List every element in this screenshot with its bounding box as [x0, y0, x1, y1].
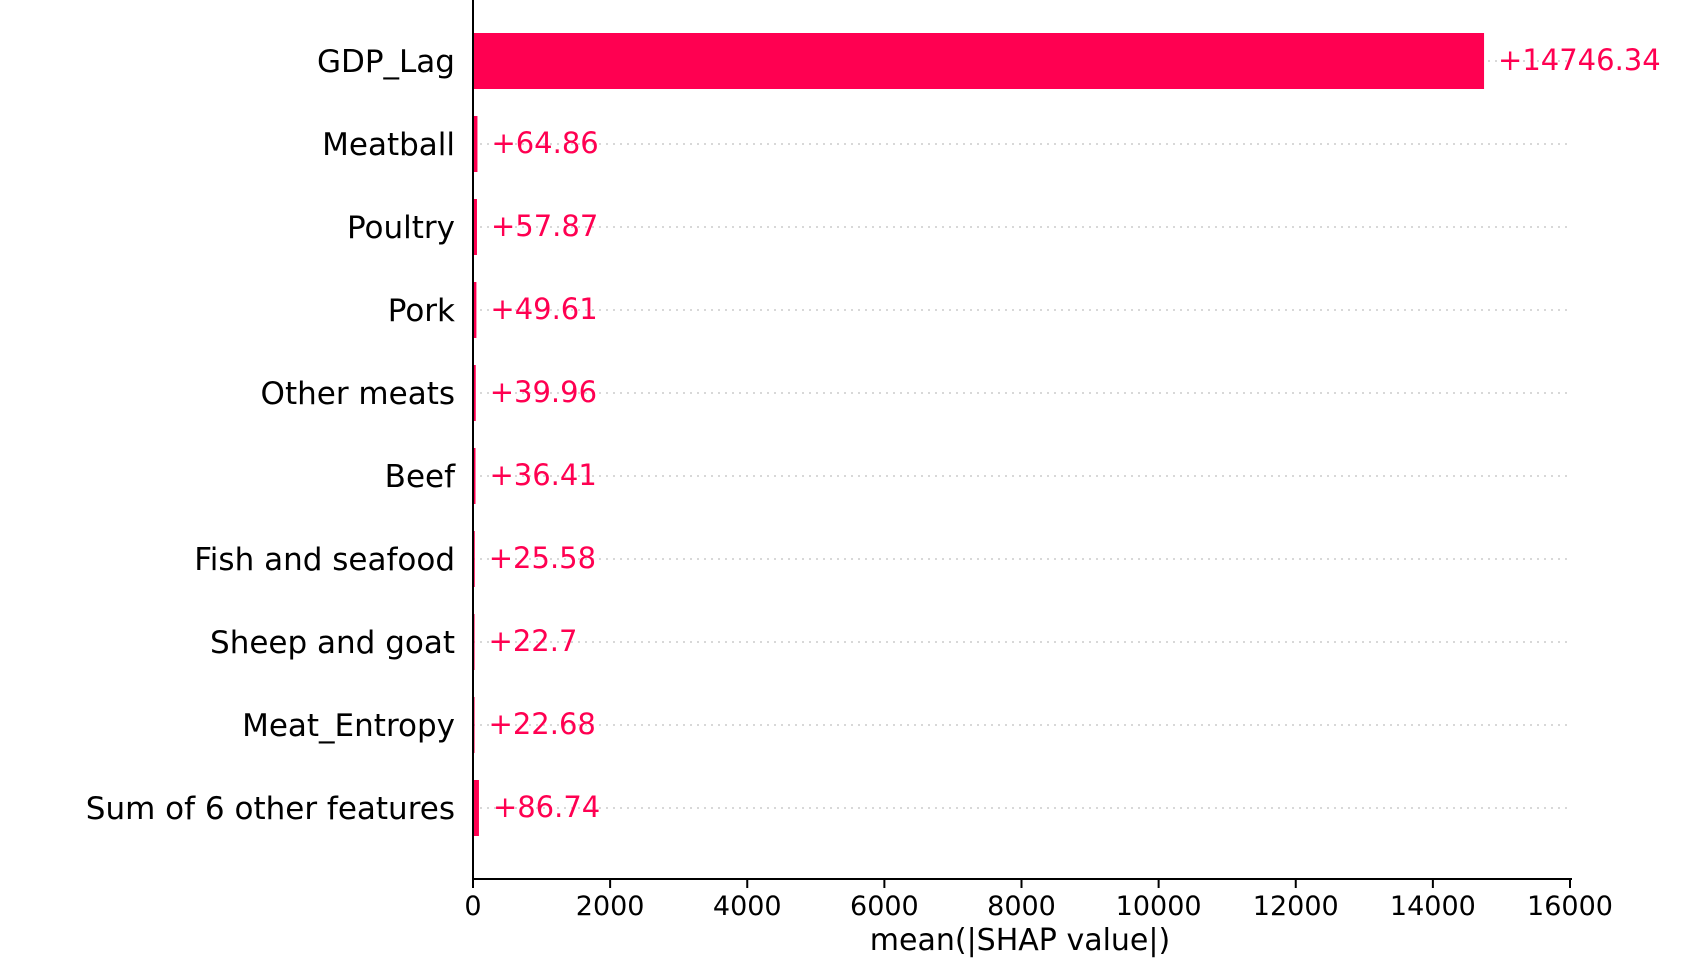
value-label: +25.58: [489, 541, 596, 575]
value-label: +64.86: [491, 126, 598, 160]
bars: [473, 33, 1485, 836]
value-label: +22.68: [489, 707, 596, 741]
category-label: Meat_Entropy: [242, 708, 455, 744]
x-tick-label: 0: [464, 891, 481, 922]
category-label: Pork: [388, 293, 455, 329]
bar: [473, 116, 478, 172]
bar: [473, 448, 476, 504]
value-label: +14746.34: [1498, 43, 1661, 77]
x-tick-label: 6000: [850, 891, 919, 922]
x-tick-label: 14000: [1390, 891, 1476, 922]
category-label: GDP_Lag: [317, 44, 455, 80]
bar: [473, 199, 477, 255]
x-tick-label: 4000: [713, 891, 782, 922]
category-label: Meatball: [322, 127, 455, 163]
x-tick-label: 2000: [576, 891, 645, 922]
x-axis-title: mean(|SHAP value|): [870, 923, 1170, 958]
category-label: Sheep and goat: [210, 625, 455, 661]
value-label: +49.61: [490, 292, 597, 326]
value-label: +39.96: [490, 375, 597, 409]
grid-lines: [473, 60, 1572, 809]
axes: 0 2000 4000 6000 8000 10000 12000 14000 16000: [464, 0, 1613, 922]
x-tick-label: 10000: [1116, 891, 1202, 922]
category-label: Poultry: [347, 210, 455, 246]
x-tick-label: 8000: [987, 891, 1056, 922]
category-label: Fish and seafood: [194, 542, 455, 578]
bar: [473, 365, 476, 421]
value-label: +22.7: [489, 624, 578, 658]
category-label: Beef: [385, 459, 456, 495]
bar: [473, 780, 479, 836]
bar: [473, 282, 477, 338]
x-tick-label: 12000: [1253, 891, 1339, 922]
category-labels: GDP_Lag Meatball Poultry Pork Other meats Bee…: [86, 44, 456, 827]
x-tick-label: 16000: [1527, 891, 1613, 922]
value-label: +86.74: [493, 790, 600, 824]
bar: [473, 33, 1485, 89]
category-label: Other meats: [261, 376, 455, 412]
value-label: +57.87: [491, 209, 598, 243]
value-labels: +14746.34 +64.86 +57.87 +49.61 +39.96 +36.41 +…: [489, 43, 1661, 824]
value-label: +36.41: [489, 458, 596, 492]
category-label: Sum of 6 other features: [86, 791, 455, 827]
